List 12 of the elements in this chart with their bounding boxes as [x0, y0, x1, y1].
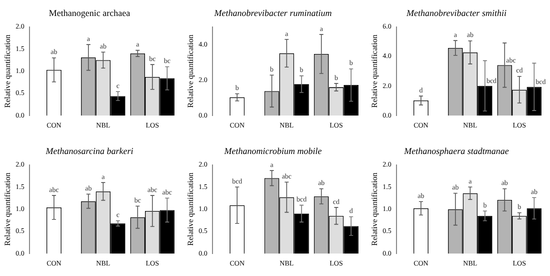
y-axis-title: Relative quantification [2, 34, 12, 108]
chart-title: Methanobrevibacter ruminatium [213, 8, 332, 18]
y-axis-title: Relative quantification [370, 172, 379, 246]
y-axis-title: Relative quantification [186, 34, 195, 108]
chart-title: Methanomicrobium mobile [223, 146, 322, 156]
chart-title: Methanosphaera stadtmanae [403, 146, 509, 156]
y-axis-title: Relative quantification [370, 34, 379, 108]
chart-title: Methanogenic archaea [48, 8, 130, 18]
y-axis-title: Relative quantification [186, 172, 195, 246]
y-axis-title: Relative quantification [2, 172, 12, 246]
chart-title: Methanosarcina barkeri [44, 146, 134, 156]
chart-title: Methanobrevibacter smithii [406, 8, 507, 18]
